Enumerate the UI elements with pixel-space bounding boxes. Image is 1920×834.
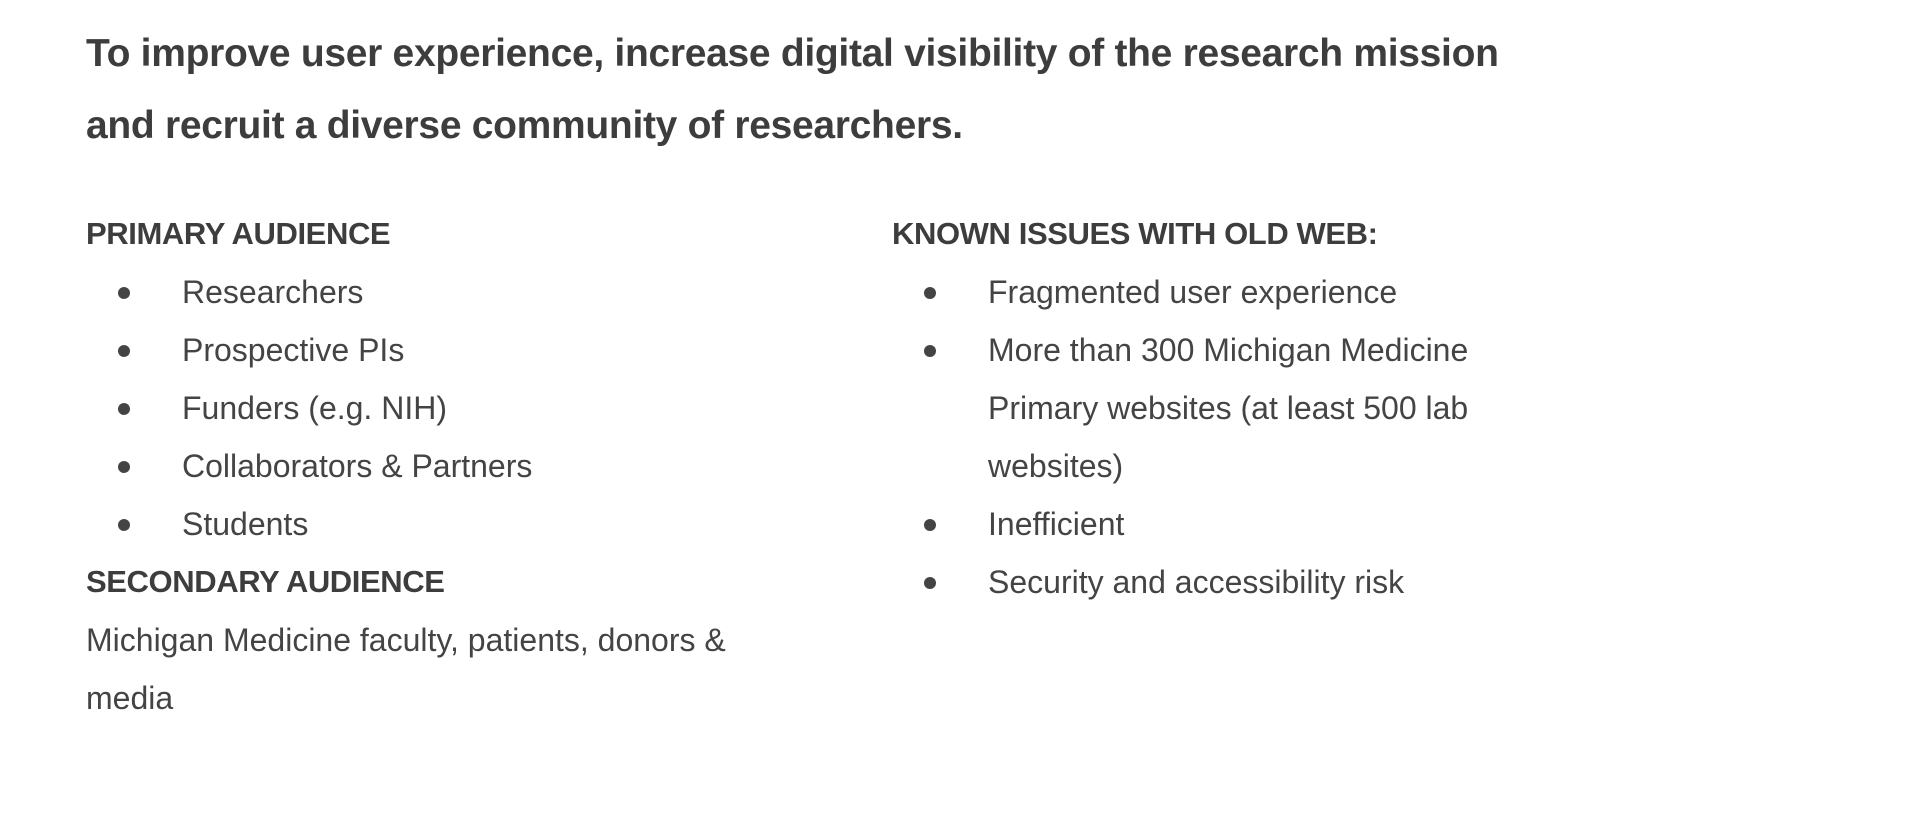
list-item-text: Students [182,506,309,542]
list-item: Funders (e.g. NIH) [86,379,806,437]
bullet-icon [924,345,936,357]
list-item: Students [86,495,806,553]
bullet-icon [118,287,130,299]
mission-line-1: To improve user experience, increase dig… [86,32,1499,75]
list-item-text: Collaborators & Partners [182,448,533,484]
known-issues-heading: KNOWN ISSUES WITH OLD WEB: [892,216,1378,251]
list-item: Prospective PIs [86,321,806,379]
known-issues-column: KNOWN ISSUES WITH OLD WEB: Fragmented us… [892,205,1612,611]
list-item: More than 300 Michigan Medicine Primary … [892,321,1612,495]
list-item: Researchers [86,263,806,321]
known-issues-list: Fragmented user experience More than 300… [892,263,1612,611]
bullet-icon [118,461,130,473]
mission-statement: To improve user experience, increase dig… [86,18,1646,162]
list-item-text: Inefficient [988,506,1125,542]
list-item: Fragmented user experience [892,263,1612,321]
secondary-audience-text: Michigan Medicine faculty, patients, don… [86,622,726,716]
bullet-icon [924,519,936,531]
list-item-text: More than 300 Michigan Medicine Primary … [988,332,1469,484]
bullet-icon [118,519,130,531]
list-item: Collaborators & Partners [86,437,806,495]
list-item-text: Researchers [182,274,364,310]
list-item: Security and accessibility risk [892,553,1612,611]
list-item-text: Fragmented user experience [988,274,1398,310]
bullet-icon [118,345,130,357]
list-item-text: Prospective PIs [182,332,405,368]
list-item: Inefficient [892,495,1612,553]
bullet-icon [118,403,130,415]
audience-column: PRIMARY AUDIENCE Researchers Prospective… [86,205,806,727]
list-item-text: Funders (e.g. NIH) [182,390,447,426]
bullet-icon [924,287,936,299]
secondary-audience-heading: SECONDARY AUDIENCE [86,564,445,599]
primary-audience-heading: PRIMARY AUDIENCE [86,216,391,251]
mission-line-2: and recruit a diverse community of resea… [86,104,963,147]
list-item-text: Security and accessibility risk [988,564,1405,600]
primary-audience-list: Researchers Prospective PIs Funders (e.g… [86,263,806,553]
bullet-icon [924,577,936,589]
